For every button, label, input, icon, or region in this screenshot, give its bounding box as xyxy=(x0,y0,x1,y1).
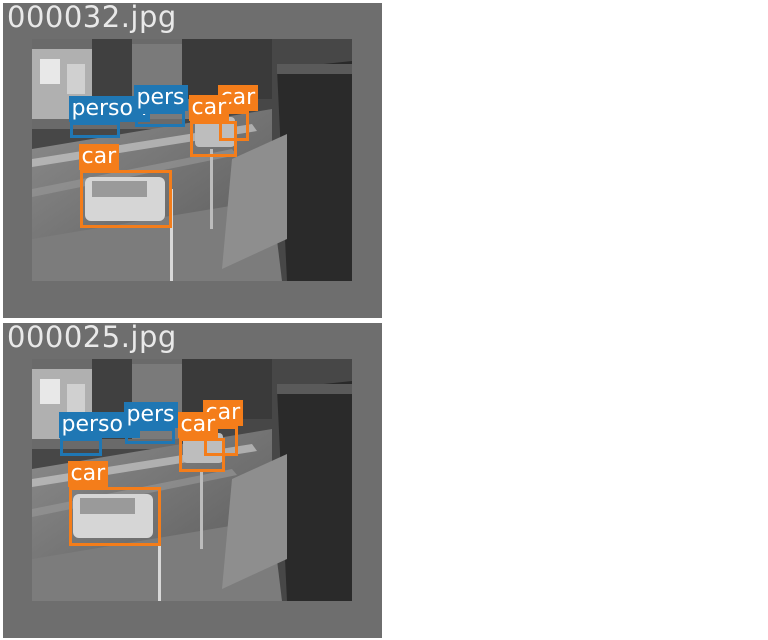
image-panel: 000032.jpg xyxy=(3,3,382,318)
detection-label: car xyxy=(188,95,230,121)
person-detection: pers xyxy=(133,85,188,127)
detection-label: car xyxy=(67,461,109,487)
detection-label: car xyxy=(78,144,120,170)
person-detection: person xyxy=(58,412,140,456)
detection-label: pers xyxy=(133,85,188,111)
person-detection: person xyxy=(68,96,150,138)
image-panel: 000025.jpg xyxy=(3,323,382,638)
car-detection: car xyxy=(67,461,161,546)
filename-label: 000025.jpg xyxy=(7,323,177,354)
car-detection: car xyxy=(188,95,237,157)
detection-label: pers xyxy=(123,402,178,428)
street-scene-photo: person pers car car car xyxy=(32,39,352,281)
person-detection: pers xyxy=(123,402,178,444)
street-scene-photo: person pers car car car xyxy=(32,359,352,601)
car-detection: car xyxy=(78,144,172,228)
car-detection: car xyxy=(177,412,225,472)
filename-label: 000032.jpg xyxy=(7,3,177,34)
detection-label: car xyxy=(177,412,219,438)
